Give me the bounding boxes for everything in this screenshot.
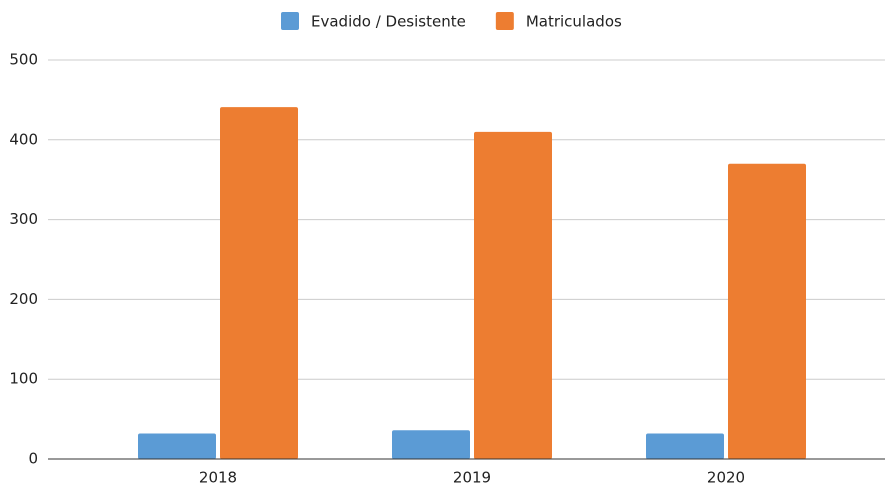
bar bbox=[728, 163, 806, 460]
bar bbox=[220, 107, 298, 459]
y-tick-label: 300 bbox=[9, 210, 38, 228]
y-tick-label: 500 bbox=[9, 51, 38, 69]
legend-swatch bbox=[495, 12, 514, 30]
bar bbox=[392, 430, 470, 459]
y-tick-label: 400 bbox=[9, 130, 38, 148]
y-tick-label: 100 bbox=[9, 370, 38, 388]
bar bbox=[646, 433, 724, 459]
bar bbox=[474, 131, 552, 459]
x-tick-label: 2019 bbox=[453, 469, 491, 484]
legend-swatch bbox=[281, 12, 299, 30]
x-tick-label: 2018 bbox=[199, 469, 237, 484]
legend-label: Matriculados bbox=[526, 13, 622, 31]
bar bbox=[138, 433, 216, 459]
y-tick-label: 0 bbox=[28, 450, 38, 468]
y-tick-label: 200 bbox=[9, 290, 38, 308]
legend-label: Evadido / Desistente bbox=[311, 13, 466, 31]
x-tick-label: 2020 bbox=[707, 469, 745, 484]
